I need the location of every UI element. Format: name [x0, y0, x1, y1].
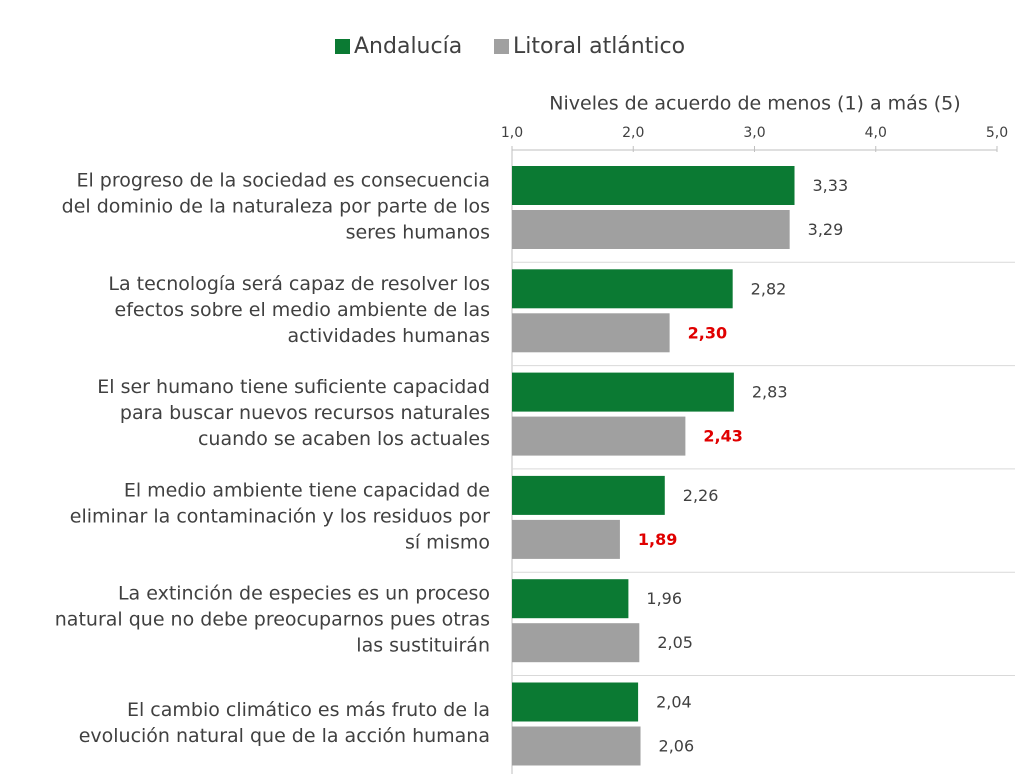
value-label: 1,96	[646, 589, 682, 608]
value-label: 3,29	[808, 220, 844, 239]
bar	[512, 313, 670, 353]
value-label: 2,83	[752, 383, 788, 402]
bar	[512, 166, 795, 205]
bar	[512, 579, 629, 619]
bar	[512, 726, 641, 766]
x-tick-label: 4,0	[865, 125, 887, 141]
value-label: 2,04	[656, 693, 692, 712]
category-label: actividades humanas	[287, 325, 490, 347]
legend-swatch	[335, 39, 350, 54]
value-label: 2,05	[657, 633, 693, 652]
category-label: del dominio de la naturaleza por parte d…	[62, 196, 490, 218]
bar	[512, 210, 790, 249]
category-label: La extinción de especies es un proceso	[118, 583, 490, 605]
category-label: las sustituirán	[356, 635, 490, 657]
value-label: 1,89	[638, 530, 677, 549]
x-tick-label: 2,0	[622, 125, 644, 141]
category-label: El cambio climático es más fruto de la	[127, 699, 490, 721]
category-label: La tecnología será capaz de resolver los	[108, 273, 490, 295]
value-label: 3,33	[813, 176, 849, 195]
category-label: El progreso de la sociedad es consecuenc…	[76, 170, 490, 192]
bar	[512, 416, 686, 456]
category-label: cuando se acaben los actuales	[198, 428, 490, 450]
category-label: sí mismo	[405, 531, 490, 553]
value-label: 2,06	[659, 737, 695, 756]
category-label: natural que no debe preocuparnos pues ot…	[55, 609, 490, 631]
category-label: eliminar la contaminación y los residuos…	[70, 505, 490, 527]
bar	[512, 682, 639, 722]
bar	[512, 475, 665, 515]
value-label: 2,82	[751, 279, 787, 298]
bar	[512, 372, 734, 412]
legend-swatch	[494, 39, 509, 54]
bar	[512, 519, 620, 559]
category-label: evolución natural que de la acción human…	[79, 725, 490, 747]
value-label: 2,30	[688, 323, 727, 342]
x-tick-label: 1,0	[501, 125, 523, 141]
axis-label: Niveles de acuerdo de menos (1) a más (5…	[549, 93, 960, 115]
bar	[512, 623, 640, 663]
bar	[512, 269, 733, 309]
x-tick-label: 3,0	[743, 125, 765, 141]
category-label: efectos sobre el medio ambiente de las	[115, 299, 490, 321]
category-label: seres humanos	[346, 222, 490, 244]
legend-label: Litoral atlántico	[513, 34, 685, 59]
category-label: El medio ambiente tiene capacidad de	[124, 479, 490, 501]
legend-label: Andalucía	[354, 34, 462, 59]
category-label: para buscar nuevos recursos naturales	[120, 402, 490, 424]
category-label: El ser humano tiene suficiente capacidad	[97, 376, 490, 398]
value-label: 2,26	[683, 486, 719, 505]
value-label: 2,43	[703, 427, 742, 446]
x-tick-label: 5,0	[986, 125, 1008, 141]
